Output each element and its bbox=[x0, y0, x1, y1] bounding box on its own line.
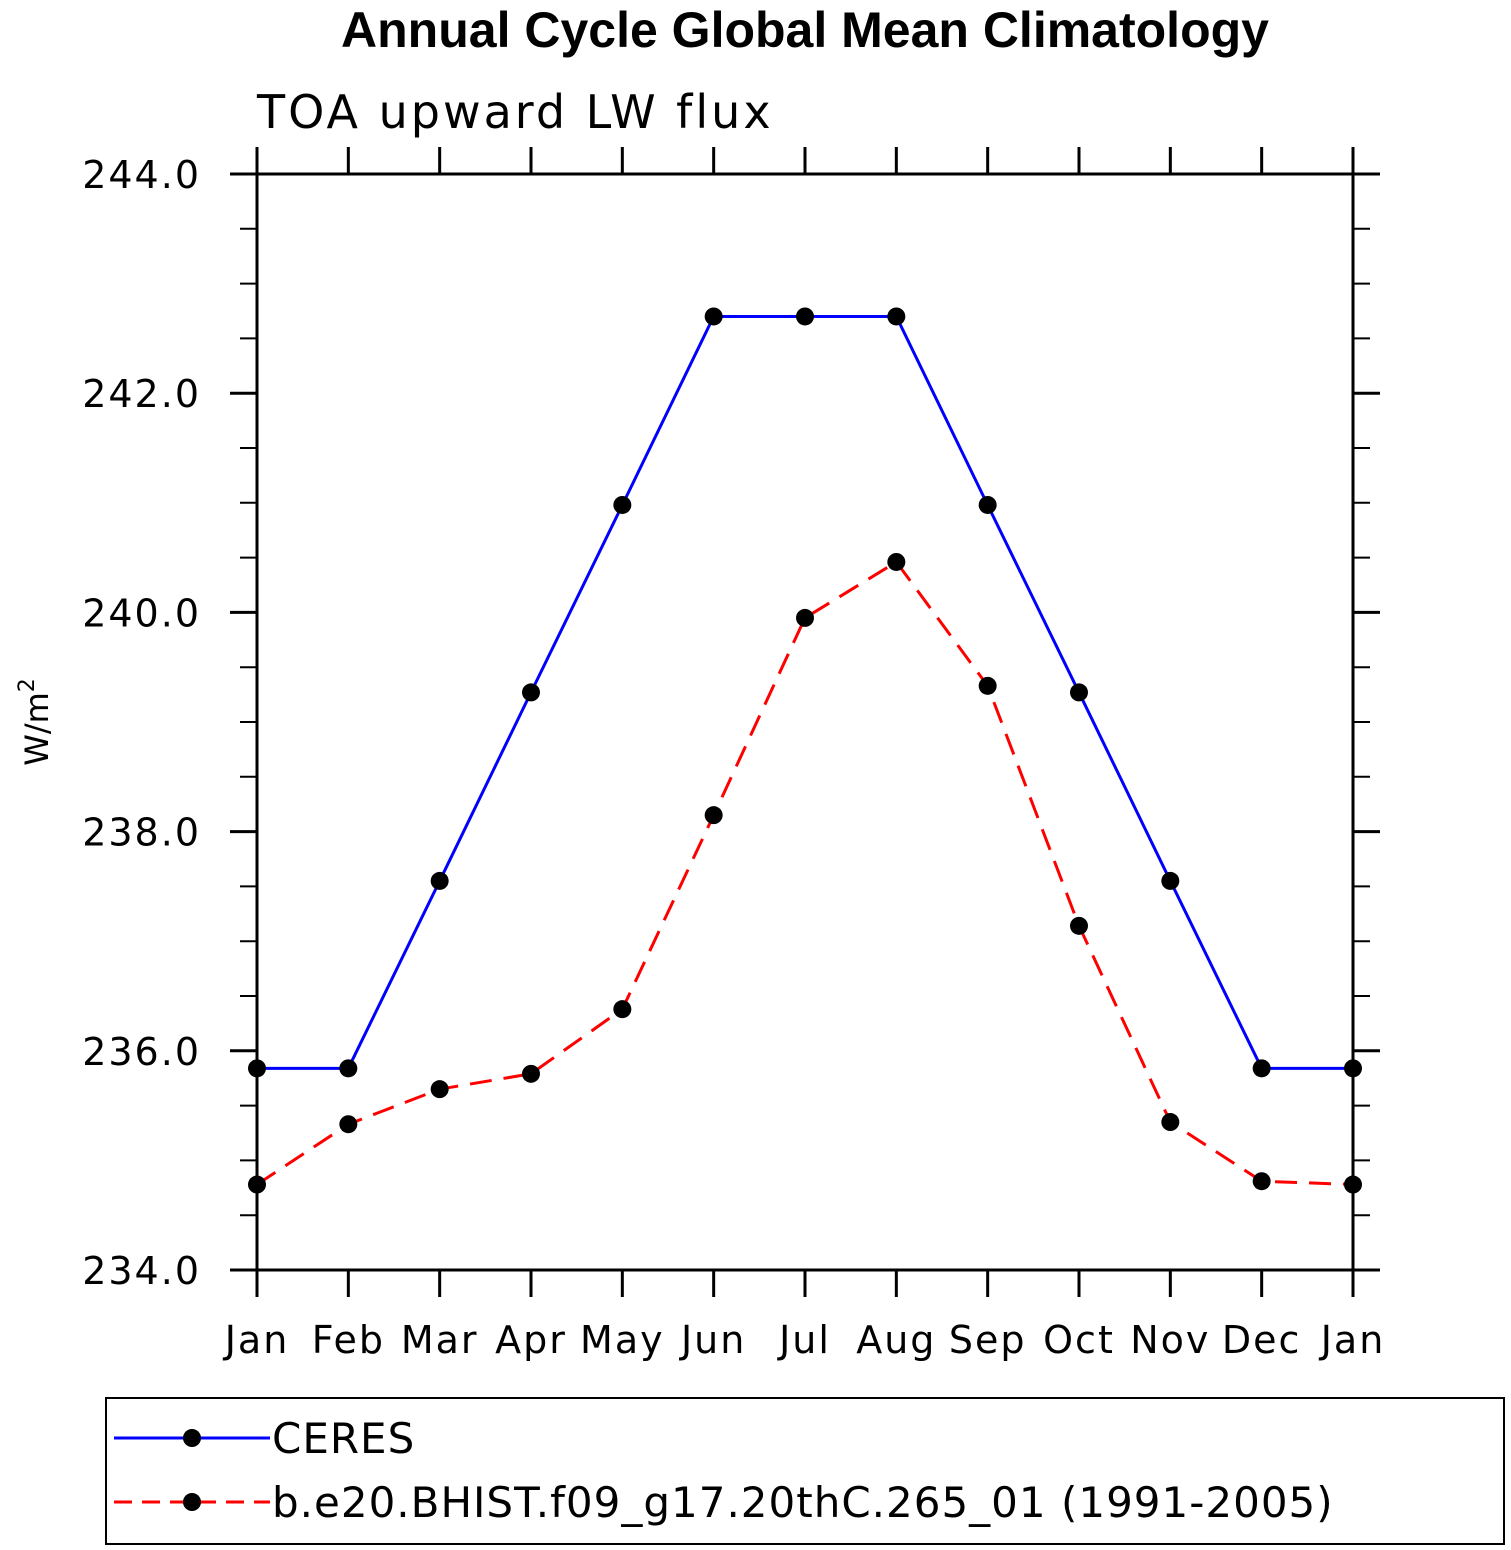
y-axis-label-sup: 2 bbox=[15, 678, 40, 692]
x-tick-label: Jul bbox=[777, 1318, 831, 1362]
y-tick-label: 244.0 bbox=[82, 153, 201, 197]
data-point-0 bbox=[248, 1059, 266, 1078]
axes: 234.0 236.0 238.0 240.0 242.0 244.0 Jan Feb Mar A… bbox=[82, 147, 1386, 1362]
data-point-1 bbox=[978, 676, 997, 695]
data-point-1 bbox=[1252, 1172, 1271, 1191]
x-tick-label: May bbox=[580, 1318, 665, 1362]
series-line-0 bbox=[257, 314, 1353, 1070]
data-point-0 bbox=[613, 495, 632, 514]
legend-marker-model bbox=[183, 1493, 201, 1511]
y-tick-label: 240.0 bbox=[82, 591, 201, 635]
legend-box bbox=[105, 1397, 1505, 1545]
y-tick-label: 236.0 bbox=[82, 1030, 201, 1074]
chart-title: Annual Cycle Global Mean Climatology bbox=[341, 2, 1269, 58]
y-tick-label: 234.0 bbox=[82, 1249, 201, 1293]
legend-label-ceres: CERES bbox=[272, 1414, 415, 1463]
data-point-0 bbox=[887, 307, 906, 326]
y-tick-label: 238.0 bbox=[82, 811, 201, 855]
x-tick-label: Jan bbox=[1319, 1318, 1386, 1362]
y-axis-label-main: W/m bbox=[18, 692, 56, 766]
x-tick-label: Nov bbox=[1130, 1318, 1210, 1362]
data-point-0 bbox=[1344, 1059, 1362, 1078]
data-point-0 bbox=[1252, 1059, 1271, 1078]
data-point-1 bbox=[887, 552, 906, 571]
x-tick-label: Dec bbox=[1222, 1318, 1302, 1362]
data-point-0 bbox=[1161, 871, 1180, 890]
data-point-1 bbox=[248, 1175, 266, 1194]
data-point-1 bbox=[430, 1080, 449, 1099]
data-point-1 bbox=[1161, 1113, 1180, 1132]
data-point-1 bbox=[1070, 916, 1088, 935]
x-tick-label: Apr bbox=[495, 1318, 567, 1362]
data-point-1 bbox=[339, 1115, 358, 1134]
data-point-1 bbox=[613, 1000, 632, 1019]
data-point-1 bbox=[522, 1064, 540, 1083]
y-axis-label: W/m2 bbox=[15, 678, 56, 766]
legend-marker-ceres bbox=[183, 1429, 201, 1447]
data-point-1 bbox=[796, 608, 814, 627]
x-tick-label: Jan bbox=[223, 1318, 290, 1362]
x-tick-label: Mar bbox=[401, 1318, 479, 1362]
data-point-0 bbox=[978, 495, 997, 514]
data-point-0 bbox=[339, 1059, 358, 1078]
legend-label-model: b.e20.BHIST.f09_g17.20thC.265_01 (1991-2… bbox=[272, 1478, 1334, 1527]
x-tick-label: Aug bbox=[856, 1318, 936, 1362]
data-point-1 bbox=[1344, 1175, 1362, 1194]
data-point-1 bbox=[704, 806, 723, 825]
y-tick-label: 242.0 bbox=[82, 372, 201, 416]
data-point-0 bbox=[796, 307, 814, 326]
data-point-0 bbox=[522, 683, 540, 702]
data-point-0 bbox=[430, 871, 449, 890]
chart-subtitle: TOA upward LW flux bbox=[256, 85, 774, 139]
legend: CERES b.e20.BHIST.f09_g17.20thC.265_01 (… bbox=[105, 1397, 1505, 1545]
data-point-0 bbox=[704, 307, 723, 326]
x-tick-label: Oct bbox=[1043, 1318, 1115, 1362]
series-layer bbox=[248, 307, 1362, 1194]
x-tick-label: Sep bbox=[949, 1318, 1027, 1362]
x-tick-label: Feb bbox=[312, 1318, 385, 1362]
x-tick-label: Jun bbox=[679, 1318, 746, 1362]
data-point-0 bbox=[1070, 683, 1088, 702]
series-line-1 bbox=[256, 559, 1354, 1187]
